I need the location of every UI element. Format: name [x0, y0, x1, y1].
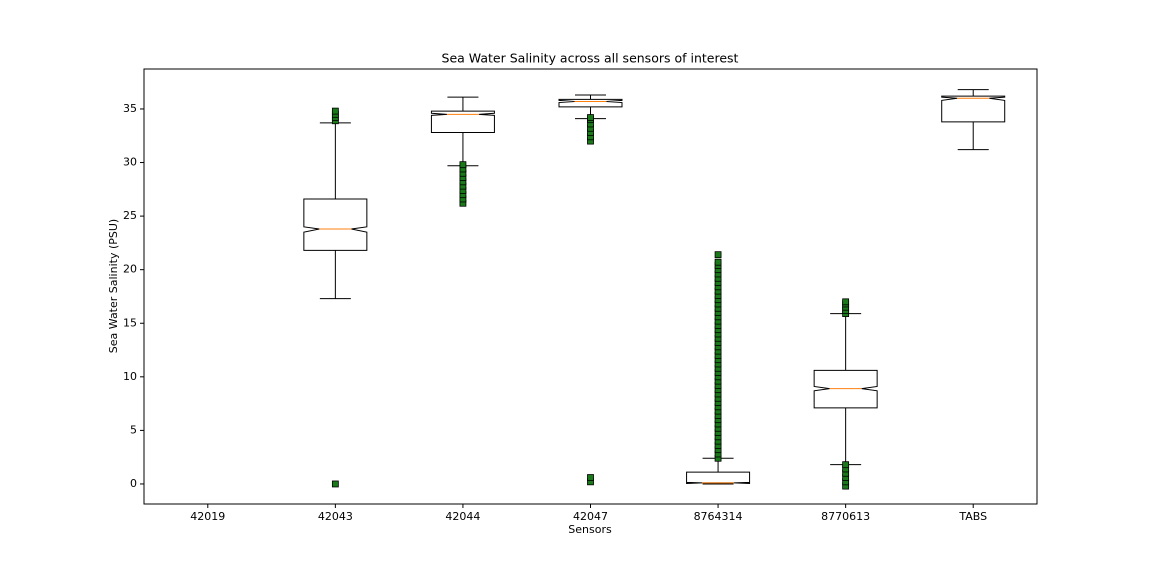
box — [941, 95, 1006, 123]
box — [558, 98, 623, 108]
y-tick-label: 5 — [130, 423, 137, 436]
x-tick-label: 8764314 — [694, 510, 743, 523]
y-tick-label: 15 — [123, 316, 137, 329]
box — [303, 198, 368, 251]
outlier — [842, 298, 850, 306]
outlier — [459, 161, 467, 169]
box — [686, 471, 751, 484]
box — [813, 369, 878, 409]
y-tick-label: 20 — [123, 263, 137, 276]
outlier — [842, 461, 850, 469]
outlier — [587, 474, 594, 481]
y-axis-label: Sea Water Salinity (PSU) — [107, 219, 120, 353]
x-axis-label: Sensors — [568, 523, 612, 536]
chart-title: Sea Water Salinity across all sensors of… — [442, 51, 739, 66]
x-tick-label: 42047 — [573, 510, 608, 523]
y-tick-label: 25 — [123, 209, 137, 222]
y-tick-label: 0 — [130, 477, 137, 490]
plot-frame — [143, 68, 1038, 505]
x-tick-label: 42044 — [445, 510, 480, 523]
outlier — [331, 480, 339, 488]
y-tick-label: 10 — [123, 370, 137, 383]
x-tick-label: TABS — [958, 510, 987, 523]
x-tick-label: 42019 — [190, 510, 225, 523]
y-tick-label: 30 — [123, 156, 137, 169]
outlier — [587, 114, 594, 121]
x-tick-label: 8770613 — [821, 510, 870, 523]
outlier — [331, 107, 339, 115]
y-tick-label: 35 — [123, 102, 137, 115]
outlier — [714, 258, 722, 266]
outlier — [714, 251, 722, 259]
box — [430, 110, 495, 134]
x-tick-label: 42043 — [318, 510, 353, 523]
